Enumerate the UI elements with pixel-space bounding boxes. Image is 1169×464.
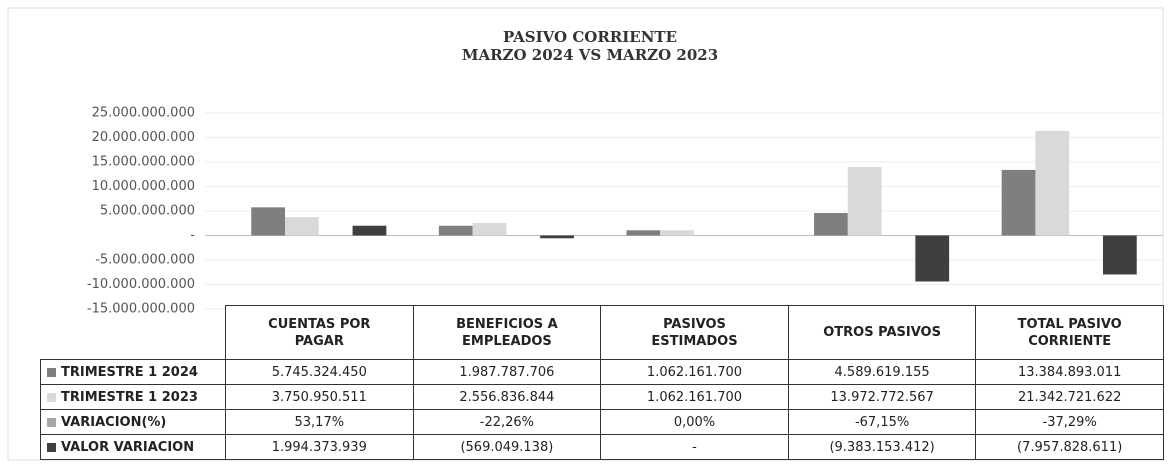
table-header-text: PASIVOS ESTIMADOS <box>651 316 738 349</box>
table-cell: -37,29% <box>975 409 1164 435</box>
table-cell: -22,26% <box>412 409 602 435</box>
bar <box>438 225 473 236</box>
table-header-text: OTROS PASIVOS <box>823 325 941 340</box>
y-tick-label: -10.000.000.000 <box>87 277 195 292</box>
bar <box>847 167 882 236</box>
table-cell: 0,00% <box>600 409 789 435</box>
table-header-text: BENEFICIOS A EMPLEADOS <box>456 316 558 349</box>
table-row-header: TRIMESTRE 1 2024 <box>40 359 226 385</box>
table-cell-text: (9.383.153.412) <box>829 439 935 455</box>
table-cell: - <box>600 434 789 460</box>
bar <box>1102 235 1137 275</box>
table-cell-text: (569.049.138) <box>460 439 554 455</box>
table-cell: 13.972.772.567 <box>787 384 977 410</box>
legend-label: TRIMESTRE 1 2023 <box>61 389 198 405</box>
bar <box>472 222 507 236</box>
table-header: BENEFICIOS A EMPLEADOS <box>412 305 602 360</box>
table-cell: 1.994.373.939 <box>225 434 414 460</box>
table-header-text: CUENTAS POR PAGAR <box>268 316 371 349</box>
table-cell-text: 2.556.836.844 <box>459 389 555 405</box>
legend-label: TRIMESTRE 1 2024 <box>61 364 198 380</box>
chart-frame <box>7 7 1164 461</box>
bar <box>626 230 661 236</box>
table-cell-text: 13.384.893.011 <box>1017 364 1122 380</box>
bar <box>352 225 387 236</box>
table-cell-text: 21.342.721.622 <box>1017 389 1122 405</box>
table-cell-text: (7.957.828.611) <box>1017 439 1123 455</box>
legend-key <box>47 367 56 377</box>
table-cell: 3.750.950.511 <box>225 384 414 410</box>
table-cell-text: 1.994.373.939 <box>271 439 367 455</box>
table-cell: 13.384.893.011 <box>975 359 1164 385</box>
bar <box>1035 130 1070 236</box>
table-cell: 2.556.836.844 <box>412 384 602 410</box>
table-cell-text: 5.745.324.450 <box>271 364 367 380</box>
table-cell-text: 4.589.619.155 <box>834 364 930 380</box>
legend-label: VARIACION(%) <box>61 414 167 430</box>
table-cell-text: 0,00% <box>673 414 716 430</box>
chart-subtitle: MARZO 2024 VS MARZO 2023 <box>462 46 718 64</box>
table-cell-text: 3.750.950.511 <box>271 389 367 405</box>
y-tick-label: -15.000.000.000 <box>87 302 195 317</box>
y-tick-label: - <box>190 228 195 243</box>
legend-key <box>47 442 56 452</box>
table-cell: 1.062.161.700 <box>600 359 789 385</box>
table-cell-text: - <box>692 439 697 455</box>
table-cell-text: -22,26% <box>479 414 535 430</box>
table-cell: 53,17% <box>225 409 414 435</box>
table-cell-text: 1.062.161.700 <box>646 364 743 380</box>
table-cell-text: -37,29% <box>1042 414 1097 430</box>
y-tick-label: 20.000.000.000 <box>92 130 195 145</box>
table-cell-text: -67,15% <box>854 414 910 430</box>
table-cell: 1.987.787.706 <box>412 359 602 385</box>
bar <box>251 207 286 236</box>
legend-label: VALOR VARIACION <box>61 439 195 455</box>
table-cell: (569.049.138) <box>412 434 602 460</box>
bar <box>285 217 319 236</box>
table-cell: (9.383.153.412) <box>787 434 977 460</box>
table-header-text: TOTAL PASIVO CORRIENTE <box>1017 316 1122 349</box>
bar <box>1001 169 1036 236</box>
y-tick-label: -5.000.000.000 <box>95 253 195 268</box>
y-tick-label: 15.000.000.000 <box>92 155 195 170</box>
table-cell-text: 1.987.787.706 <box>459 364 555 380</box>
y-tick-label: 10.000.000.000 <box>92 179 195 194</box>
table-header: CUENTAS POR PAGAR <box>225 305 414 360</box>
bar <box>814 213 848 236</box>
y-tick-label: 5.000.000.000 <box>100 204 195 219</box>
bar <box>915 235 950 282</box>
table-header: PASIVOS ESTIMADOS <box>600 305 789 360</box>
table-cell-text: 1.062.161.700 <box>646 389 743 405</box>
table-cell: 1.062.161.700 <box>600 384 789 410</box>
table-row-header: VARIACION(%) <box>40 409 226 435</box>
table-cell: 4.589.619.155 <box>787 359 977 385</box>
chart-title: PASIVO CORRIENTE <box>503 28 677 46</box>
table-cell: -67,15% <box>787 409 977 435</box>
table-cell: (7.957.828.611) <box>975 434 1164 460</box>
table-row-header: VALOR VARIACION <box>40 434 226 460</box>
table-cell: 21.342.721.622 <box>975 384 1164 410</box>
table-cell: 5.745.324.450 <box>225 359 414 385</box>
legend-key <box>47 392 56 402</box>
table-cell-text: 13.972.772.567 <box>830 389 934 405</box>
table-cell-text: 53,17% <box>294 414 345 430</box>
bar <box>540 235 574 239</box>
table-row-header: TRIMESTRE 1 2023 <box>40 384 226 410</box>
y-tick-label: 25.000.000.000 <box>92 106 195 121</box>
table-header: TOTAL PASIVO CORRIENTE <box>975 305 1164 360</box>
bar <box>660 230 694 236</box>
table-header: OTROS PASIVOS <box>787 305 977 360</box>
legend-key <box>47 417 56 427</box>
